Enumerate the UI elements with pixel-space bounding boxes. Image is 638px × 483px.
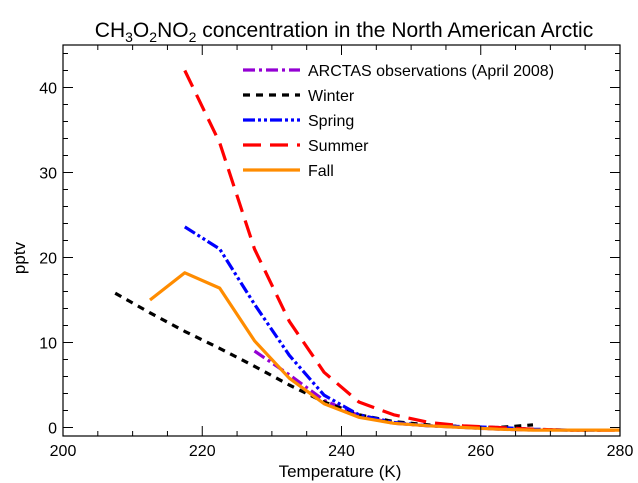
y-tick-label: 10 (39, 336, 57, 353)
legend-label: ARCTAS observations (April 2008) (308, 63, 554, 80)
plot-area (114, 69, 620, 432)
title-sub-1: 3 (125, 29, 133, 45)
title-prefix: CH (95, 19, 125, 42)
legend-label: Fall (308, 163, 334, 180)
title-suffix: concentration in the North American Arct… (196, 19, 593, 42)
legend-label: Spring (308, 113, 354, 130)
title-sub-3: 2 (189, 29, 197, 45)
title-mid-2: NO (157, 19, 189, 42)
y-tick-label: 40 (39, 81, 57, 98)
x-tick-label: 200 (50, 443, 77, 460)
y-tick-label: 0 (48, 421, 57, 438)
title-sub-2: 2 (149, 29, 157, 45)
series-line-summer (183, 69, 620, 432)
y-tick-label: 30 (39, 166, 57, 183)
series-line-arctas (253, 349, 534, 432)
y-axis-label: pptv (10, 241, 29, 274)
x-axis-label: Temperature (K) (279, 462, 402, 481)
legend-label: Winter (308, 88, 355, 105)
x-tick-label: 280 (607, 443, 634, 460)
x-tick-label: 240 (328, 443, 355, 460)
legend-label: Summer (308, 138, 369, 155)
legend: ARCTAS observations (April 2008) Winter Sp… (243, 63, 554, 180)
x-tick-label: 260 (467, 443, 494, 460)
series-line-fall (149, 271, 620, 432)
title-mid-1: O (133, 19, 149, 42)
x-tick-label: 220 (189, 443, 216, 460)
axes: 200 220 240 260 280 0 10 20 30 40 (39, 44, 634, 460)
y-tick-label: 20 (39, 251, 57, 268)
chart-title: CH3O2NO2 concentration in the North Amer… (95, 19, 593, 45)
